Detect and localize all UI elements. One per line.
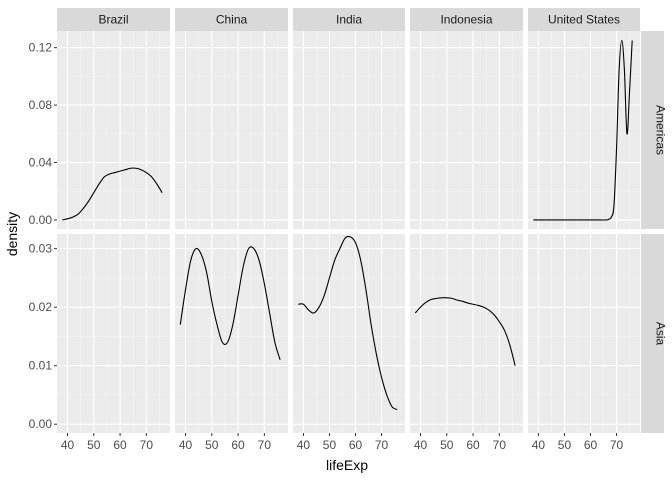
x-tick-label: 40 [414,438,428,452]
panel-asia-indonesia [410,234,523,433]
y-tick-label: 0.01 [29,359,53,373]
strip-india [293,8,405,31]
x-axis: 40 50 60 70 40 50 60 70 40 50 60 70 40 50 60 70 40 50 60 70 [61,433,624,452]
x-tick-label: 60 [113,438,127,452]
density-line-china [179,246,281,360]
x-tick-label: 50 [440,438,454,452]
strip-indonesia [410,8,523,31]
panel-americas-united-states [528,31,640,229]
strip-label-brazil: Brazil [98,13,128,27]
panel-asia-india [293,234,405,433]
density-line-brazil [62,167,163,221]
panel-americas-brazil [57,31,170,229]
panel-background [57,31,170,229]
x-tick-label: 70 [258,438,272,452]
x-tick-label: 60 [584,438,598,452]
x-tick-label: 50 [205,438,219,452]
y-tick-label: 0.00 [29,213,53,227]
panel-asia-china [175,234,288,433]
panel-background [528,31,640,229]
x-tick-label: 60 [231,438,245,452]
x-tick-label: 70 [140,438,154,452]
x-tick-label: 40 [61,438,75,452]
column-strips: Brazil China India Indonesia United States [57,8,640,31]
density-line-united-states [533,39,633,221]
x-axis-title: lifeExp [326,457,368,473]
x-tick-label: 60 [466,438,480,452]
strip-label-asia: Asia [654,322,668,346]
x-tick-label: 70 [493,438,507,452]
strip-label-united-states: United States [548,13,620,27]
row-strips: Americas Asia [641,31,668,433]
y-tick-label: 0.03 [29,242,53,256]
x-tick-label: 40 [532,438,546,452]
panel-background [175,31,288,229]
density-line-indonesia [414,297,516,366]
panel-background [57,234,170,433]
y-tick-label: 0.00 [29,417,53,431]
x-tick-label: 70 [610,438,624,452]
x-tick-label: 60 [349,438,363,452]
x-tick-label: 50 [323,438,337,452]
panel-background [293,234,405,433]
strip-label-americas: Americas [654,105,668,155]
strip-asia [641,234,664,433]
strip-americas [641,31,664,229]
strip-china [175,8,288,31]
x-tick-label: 50 [558,438,572,452]
strip-brazil [57,8,170,31]
strip-label-china: China [216,13,248,27]
y-axis-title: density [4,212,20,256]
x-tick-label: 40 [297,438,311,452]
density-line-india [298,235,398,411]
panel-americas-india [293,31,405,229]
panel-background [410,234,523,433]
panel-americas-china [175,31,288,229]
strip-label-indonesia: Indonesia [440,13,492,27]
panel-background [528,234,640,433]
panel-background [410,31,523,229]
y-tick-label: 0.04 [29,156,53,170]
panel-americas-indonesia [410,31,523,229]
x-tick-label: 70 [375,438,389,452]
panel-asia-united-states [528,234,640,433]
x-tick-label: 50 [87,438,101,452]
x-tick-label: 40 [179,438,193,452]
y-tick-label: 0.02 [29,300,53,314]
y-axis: 0.00 0.04 0.08 0.12 0.00 0.01 0.02 0.03 [29,41,57,431]
panel-background [175,234,288,433]
strip-united-states [528,8,640,31]
y-tick-label: 0.08 [29,98,53,112]
panel-asia-brazil [57,234,170,433]
facet-panels [57,31,640,433]
panel-background [293,31,405,229]
strip-label-india: India [336,13,362,27]
y-tick-label: 0.12 [29,41,53,55]
